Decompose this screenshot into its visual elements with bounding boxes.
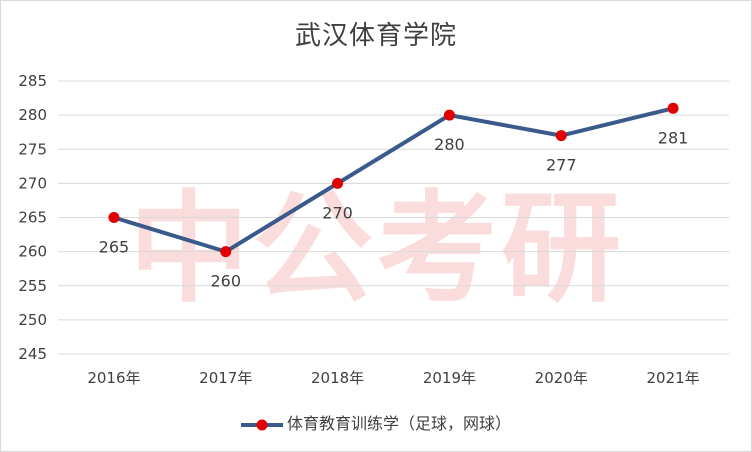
data-label: 281 bbox=[658, 128, 689, 147]
x-tick-label: 2020年 bbox=[535, 369, 588, 387]
legend-swatch bbox=[240, 419, 283, 430]
x-tick-label: 2018年 bbox=[311, 369, 364, 387]
data-point bbox=[667, 102, 679, 114]
legend: 体育教育训练学（足球，网球） bbox=[1, 410, 751, 434]
y-tick-label: 255 bbox=[18, 277, 47, 295]
y-tick-label: 250 bbox=[18, 311, 47, 329]
data-label: 280 bbox=[434, 135, 465, 154]
x-tick-label: 2016年 bbox=[87, 369, 140, 387]
y-tick-label: 265 bbox=[18, 209, 47, 227]
legend-label: 体育教育训练学（足球，网球） bbox=[286, 414, 511, 433]
data-label: 270 bbox=[322, 203, 353, 222]
y-tick-label: 275 bbox=[18, 140, 47, 158]
data-point bbox=[555, 130, 567, 142]
data-label: 277 bbox=[546, 156, 577, 175]
chart-title: 武汉体育学院 bbox=[294, 21, 457, 51]
data-label: 260 bbox=[210, 272, 241, 291]
series-line bbox=[113, 106, 674, 254]
x-tick-label: 2021年 bbox=[646, 369, 699, 387]
y-tick-label: 260 bbox=[18, 243, 47, 261]
y-tick-label: 245 bbox=[18, 345, 47, 363]
y-tick-label: 270 bbox=[18, 174, 47, 192]
data-point bbox=[443, 109, 455, 121]
x-tick-label: 2017年 bbox=[199, 369, 252, 387]
y-tick-label: 280 bbox=[18, 106, 47, 124]
x-tick-label: 2019年 bbox=[423, 369, 476, 387]
data-point bbox=[332, 177, 344, 189]
y-tick-label: 285 bbox=[18, 72, 47, 90]
data-label: 265 bbox=[99, 238, 130, 257]
data-point bbox=[108, 212, 120, 223]
data-point bbox=[220, 246, 232, 258]
